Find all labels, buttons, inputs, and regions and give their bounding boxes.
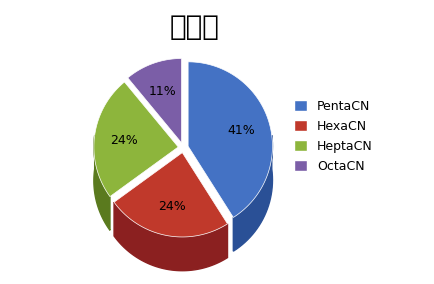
- Text: 11%: 11%: [149, 85, 177, 98]
- Polygon shape: [94, 135, 110, 230]
- Polygon shape: [233, 135, 273, 251]
- Text: 24%: 24%: [110, 133, 138, 147]
- Text: 닭고기: 닭고기: [170, 12, 220, 41]
- Polygon shape: [188, 62, 273, 218]
- Polygon shape: [114, 153, 227, 237]
- Polygon shape: [114, 202, 227, 271]
- Text: 24%: 24%: [158, 200, 186, 213]
- Legend: PentaCN, HexaCN, HeptaCN, OctaCN: PentaCN, HexaCN, HeptaCN, OctaCN: [291, 96, 376, 176]
- Text: 41%: 41%: [227, 124, 255, 137]
- Polygon shape: [128, 59, 181, 143]
- Polygon shape: [94, 82, 178, 197]
